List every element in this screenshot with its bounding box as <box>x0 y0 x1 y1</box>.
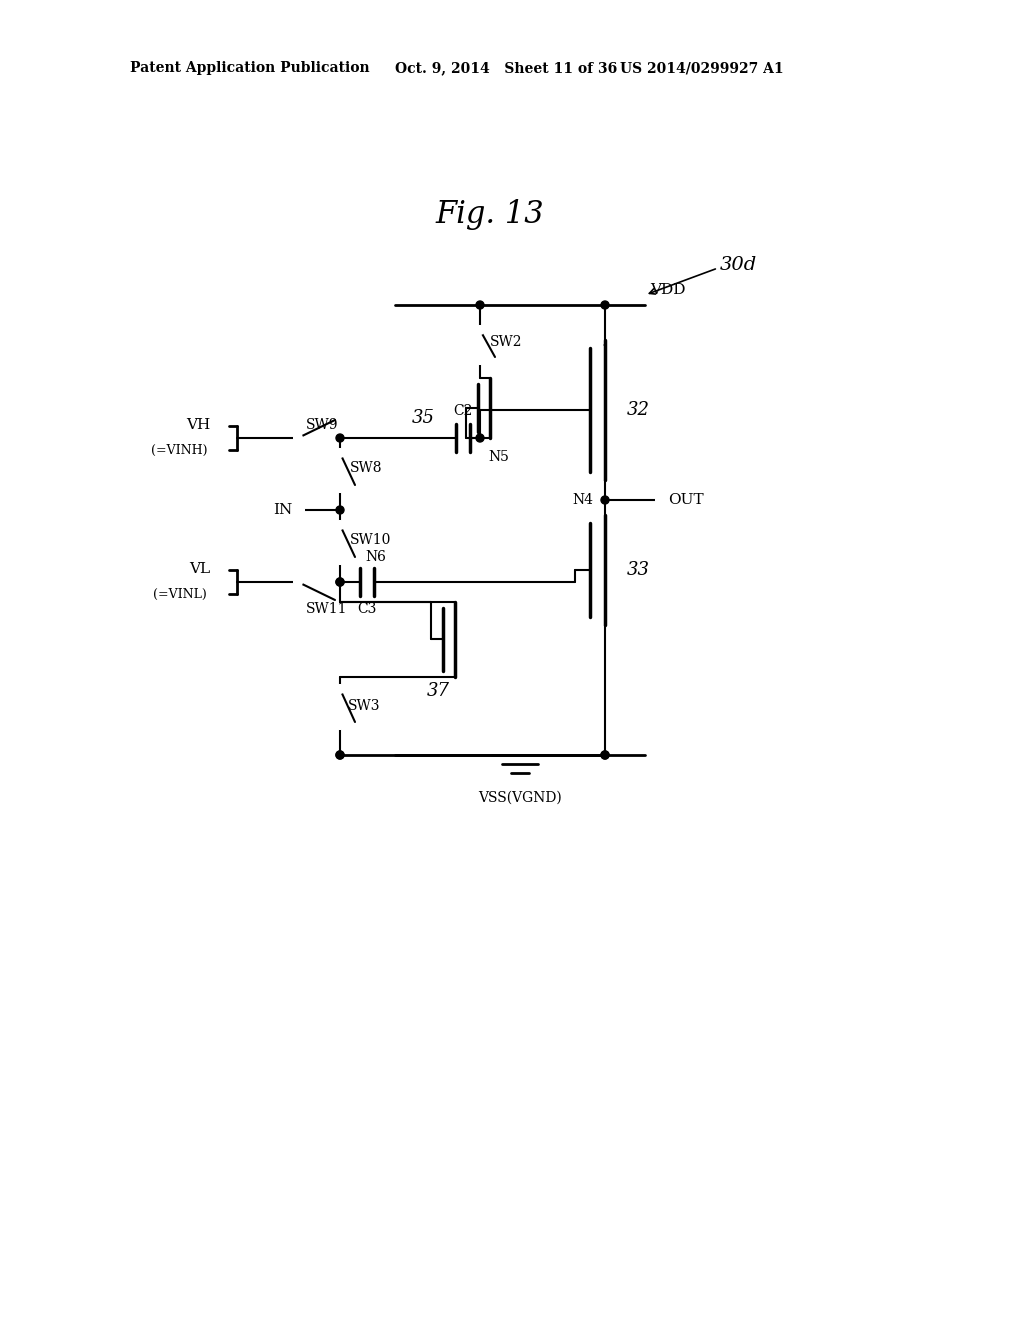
Circle shape <box>601 496 609 504</box>
Text: 37: 37 <box>427 682 450 700</box>
Text: SW11: SW11 <box>306 602 347 616</box>
Text: Oct. 9, 2014   Sheet 11 of 36: Oct. 9, 2014 Sheet 11 of 36 <box>395 61 617 75</box>
Circle shape <box>336 434 344 442</box>
Text: 30d: 30d <box>720 256 758 275</box>
Text: SW9: SW9 <box>306 418 339 432</box>
Text: Fig. 13: Fig. 13 <box>435 199 545 231</box>
Text: OUT: OUT <box>668 492 703 507</box>
Text: SW2: SW2 <box>490 335 522 348</box>
Circle shape <box>294 434 302 442</box>
Circle shape <box>336 685 344 693</box>
Text: VDD: VDD <box>650 282 685 297</box>
Text: 32: 32 <box>627 401 650 418</box>
Text: VSS(VGND): VSS(VGND) <box>478 791 562 805</box>
Circle shape <box>336 751 344 759</box>
Circle shape <box>294 578 302 586</box>
Text: VH: VH <box>185 418 210 432</box>
Circle shape <box>601 751 609 759</box>
Circle shape <box>656 496 664 504</box>
Circle shape <box>476 301 484 309</box>
Circle shape <box>336 449 344 457</box>
Circle shape <box>601 751 609 759</box>
Circle shape <box>336 751 344 759</box>
Text: Patent Application Publication: Patent Application Publication <box>130 61 370 75</box>
Circle shape <box>296 506 304 513</box>
Text: 33: 33 <box>627 561 650 579</box>
Text: IN: IN <box>272 503 292 517</box>
Text: SW10: SW10 <box>350 533 391 546</box>
Text: US 2014/0299927 A1: US 2014/0299927 A1 <box>620 61 783 75</box>
Text: N6: N6 <box>365 550 386 564</box>
Circle shape <box>336 506 344 513</box>
Text: SW8: SW8 <box>350 461 383 475</box>
Text: SW3: SW3 <box>348 700 381 713</box>
Circle shape <box>336 721 344 729</box>
Circle shape <box>336 484 344 492</box>
Text: (=VINL): (=VINL) <box>154 587 207 601</box>
Circle shape <box>336 578 344 586</box>
Circle shape <box>476 356 484 364</box>
Text: VL: VL <box>188 562 210 576</box>
Text: C3: C3 <box>357 602 377 616</box>
Text: N5: N5 <box>488 450 509 465</box>
Circle shape <box>476 434 484 442</box>
Circle shape <box>336 521 344 529</box>
Circle shape <box>336 578 344 586</box>
Circle shape <box>601 301 609 309</box>
Text: (=VINH): (=VINH) <box>151 444 207 457</box>
Text: N4: N4 <box>572 492 593 507</box>
Text: C2: C2 <box>454 404 473 418</box>
Circle shape <box>476 326 484 334</box>
Circle shape <box>336 556 344 564</box>
Text: 35: 35 <box>412 409 435 426</box>
